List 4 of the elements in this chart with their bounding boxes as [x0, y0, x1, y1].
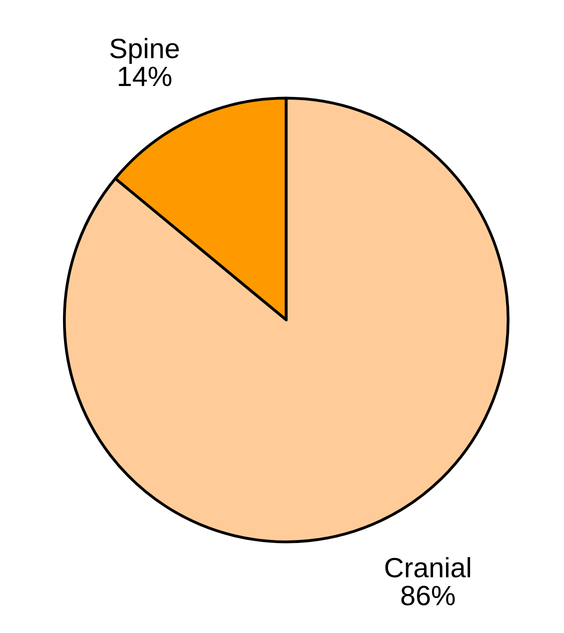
slice-label: Spine: [110, 38, 179, 64]
data-label: 86%: [401, 586, 455, 606]
slice-label: Cranial: [385, 557, 470, 578]
data-label: 14%: [118, 66, 172, 86]
